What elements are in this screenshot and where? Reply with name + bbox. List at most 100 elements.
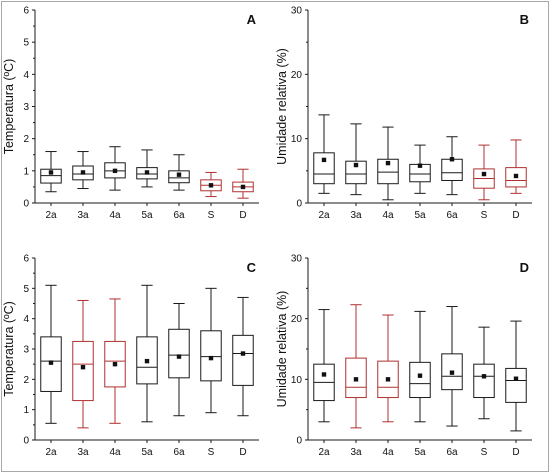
x-tick-label: S [481, 447, 488, 458]
box-iqr [313, 152, 335, 185]
box-4a [104, 298, 126, 424]
box-2a [40, 151, 62, 193]
x-tick-label: 5a [141, 210, 153, 221]
y-tick-label: 3 [23, 102, 29, 113]
box-mean-marker [48, 170, 54, 175]
box-iqr [345, 160, 367, 185]
box-iqr [136, 336, 158, 385]
box-D [505, 139, 527, 194]
box-iqr [473, 363, 495, 399]
x-tick-label: D [239, 210, 246, 221]
box-iqr [377, 158, 399, 185]
x-tick-label: 2a [45, 210, 57, 221]
x-tick-label: 5a [414, 210, 426, 221]
y-tick-label: 0 [23, 436, 29, 447]
y-tick-label: 30 [291, 6, 303, 17]
box-mean-marker [321, 372, 327, 377]
box-4a [377, 126, 399, 201]
box-mean-marker [481, 374, 487, 379]
x-tick-label: 4a [109, 210, 121, 221]
panel-a: 0 1 2 3 4 5 6 2a 3a 4a 5a 6a S D Temperatura (ºC) A [2, 6, 259, 221]
box-iqr [377, 360, 399, 399]
box-mean-marker [353, 377, 359, 382]
y-axis-title: Umidade relativa (%) [275, 48, 289, 165]
box-mean-marker [240, 351, 246, 356]
x-tick-label: 4a [109, 447, 121, 458]
box-iqr [104, 340, 126, 388]
box-D [232, 296, 254, 417]
box-iqr [72, 340, 94, 402]
x-tick-label: 4a [382, 210, 394, 221]
box-iqr [505, 367, 527, 403]
panel-label: B [520, 12, 529, 27]
y-tick-label: 2 [23, 134, 29, 145]
box-mean-marker [353, 162, 359, 168]
box-mean-marker [321, 157, 327, 163]
box-iqr [232, 334, 254, 386]
y-tick-label: 0 [23, 199, 29, 210]
panel-d: 0 10 20 30 2a 3a 4a 5a 6a S D Umidade relativa (%) D [275, 254, 532, 458]
x-tick-label: 6a [446, 210, 458, 221]
box-3a [345, 123, 367, 196]
x-tick-label: 4a [382, 447, 394, 458]
box-iqr [136, 167, 158, 180]
x-tick-label: 6a [446, 447, 458, 458]
box-mean-marker [80, 170, 86, 175]
box-mean-marker [513, 376, 519, 381]
box-mean-marker [449, 370, 455, 375]
box-mean-marker [144, 170, 150, 175]
x-tick-label: 3a [350, 210, 362, 221]
box-mean-marker [176, 172, 182, 177]
y-tick-label: 20 [291, 314, 303, 325]
x-tick-label: S [208, 447, 215, 458]
x-tick-label: 5a [141, 447, 153, 458]
box-5a [136, 149, 158, 188]
x-tick-label: 3a [350, 447, 362, 458]
x-tick-label: 2a [318, 447, 330, 458]
box-mean-marker [144, 358, 150, 364]
y-tick-label: 6 [23, 254, 29, 265]
box-mean-marker [48, 360, 54, 365]
box-iqr [345, 357, 367, 399]
x-tick-label: D [512, 210, 519, 221]
box-5a [409, 144, 431, 194]
box-S [473, 326, 495, 420]
panel-label: A [247, 12, 257, 27]
y-tick-label: 1 [23, 166, 29, 177]
box-2a [40, 284, 62, 424]
box-2a [313, 309, 335, 423]
panel-b: 0 10 20 30 2a 3a 4a 5a 6a S D Umidade relativa (%) B [275, 6, 532, 221]
box-3a [345, 304, 367, 429]
y-tick-label: 4 [23, 70, 29, 81]
y-tick-label: 3 [23, 345, 29, 356]
box-mean-marker [513, 173, 519, 179]
box-5a [136, 284, 158, 423]
x-tick-label: 6a [173, 447, 185, 458]
box-6a [441, 306, 463, 427]
box-iqr [40, 336, 62, 392]
x-tick-label: S [481, 210, 488, 221]
panel-c: 0 1 2 3 4 5 6 2a 3a 4a 5a 6a S D Temperatura (ºC) C [2, 254, 259, 458]
x-tick-label: D [239, 447, 246, 458]
panel-label: D [520, 260, 529, 275]
box-mean-marker [176, 354, 182, 359]
box-iqr [441, 353, 463, 391]
y-tick-label: 20 [291, 70, 303, 81]
box-mean-marker [385, 377, 391, 382]
box-3a [72, 151, 94, 190]
y-tick-label: 0 [296, 199, 302, 210]
box-6a [168, 154, 190, 191]
x-tick-label: 5a [414, 447, 426, 458]
box-iqr [409, 361, 431, 399]
box-iqr [168, 328, 190, 379]
box-6a [168, 303, 190, 417]
box-mean-marker [208, 183, 214, 188]
x-tick-label: S [208, 210, 215, 221]
box-5a [409, 310, 431, 423]
box-6a [441, 136, 463, 196]
y-tick-label: 2 [23, 375, 29, 386]
box-iqr [72, 165, 94, 181]
